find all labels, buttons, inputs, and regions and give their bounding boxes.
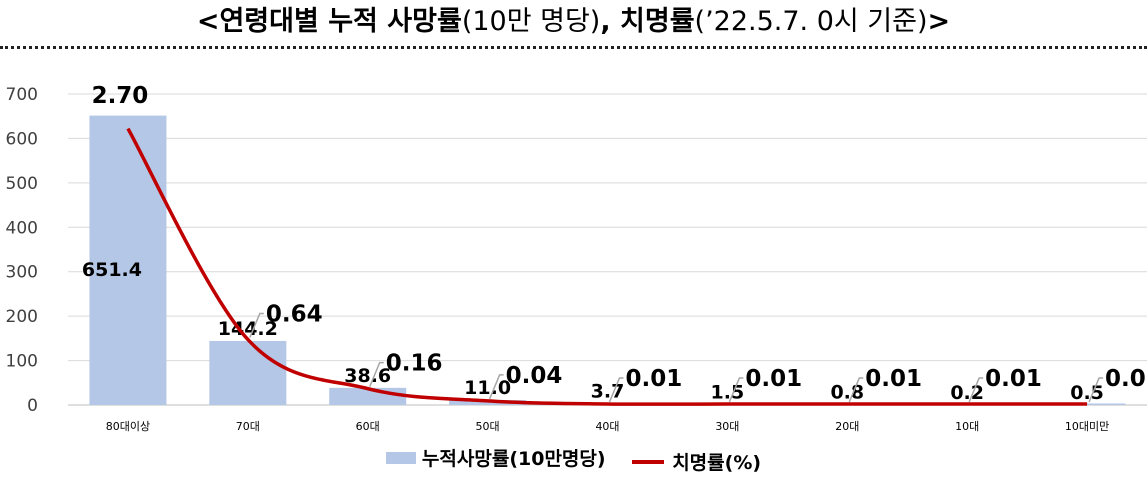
chart-title: <연령대별 누적 사망률(10만 명당), 치명률(’22.5.7. 0시 기준… [0, 0, 1147, 44]
title-mortality-unit: (10만 명당) [461, 6, 601, 37]
bar-80대이상 [89, 115, 167, 405]
title-mortality: 연령대별 누적 사망률 [219, 6, 462, 37]
line-label-leader [968, 377, 984, 403]
x-tick-label: 50대 [476, 420, 500, 433]
line-label-leader [608, 377, 624, 403]
title-open: < [196, 6, 220, 37]
bar-70대 [209, 340, 287, 405]
y-tick-label: 0 [27, 396, 38, 416]
line-data-label: 0.01 [985, 366, 1042, 392]
line-data-label: 0.04 [506, 363, 563, 389]
title-fatality-date: (’22.5.7. 0시 기준) [694, 6, 928, 37]
x-tick-label: 30대 [715, 420, 739, 433]
x-tick-label: 20대 [835, 420, 859, 433]
line-label-leader [369, 361, 384, 387]
x-tick-label: 80대이상 [106, 420, 150, 433]
bar-data-label: 38.6 [344, 365, 391, 387]
x-tick-label: 10대 [955, 420, 979, 433]
x-tick-label: 70대 [236, 420, 260, 433]
bar-data-label: 651.4 [82, 259, 142, 281]
legend-item-fatality: 치명률(%) [632, 448, 761, 475]
line-label-leader [249, 312, 264, 338]
line-data-label: 2.70 [92, 83, 149, 109]
x-tick-label: 10대미만 [1065, 420, 1109, 433]
y-tick-label: 400 [6, 218, 38, 238]
line-data-label: 0.01 [626, 366, 683, 392]
legend-label-fatality: 치명률(%) [672, 452, 762, 474]
y-tick-label: 300 [6, 263, 38, 283]
line-label-leader [1088, 377, 1104, 403]
title-fatality: 치명률 [620, 6, 695, 37]
bar-data-label: 11.0 [464, 377, 511, 399]
y-tick-label: 500 [6, 174, 38, 194]
legend: 누적사망률(10만명당) 치명률(%) [0, 444, 1147, 475]
legend-item-mortality: 누적사망률(10만명당) [385, 444, 606, 471]
title-divider [0, 46, 1147, 49]
line-label-leader [488, 374, 504, 400]
line-data-label: 0.64 [266, 301, 323, 327]
bar-data-label: 0.8 [830, 382, 864, 404]
line-data-label: 0.01 [1105, 366, 1147, 392]
y-tick-label: 600 [6, 129, 38, 149]
x-tick-label: 60대 [356, 420, 380, 433]
line-data-label: 0.16 [386, 351, 443, 377]
legend-label-mortality: 누적사망률(10만명당) [421, 448, 606, 470]
y-tick-label: 200 [6, 307, 38, 327]
bar-data-label: 3.7 [591, 380, 625, 402]
legend-line-swatch [632, 459, 665, 464]
title-separator: , [600, 6, 621, 37]
line-label-leader [728, 377, 744, 403]
bar-data-label: 1.5 [711, 381, 745, 403]
line-data-label: 0.01 [745, 366, 802, 392]
x-tick-label: 40대 [595, 420, 619, 433]
line-data-label: 0.01 [865, 366, 922, 392]
bar-data-label: 0.5 [1070, 382, 1104, 404]
bar-data-label: 0.2 [950, 382, 984, 404]
y-tick-label: 100 [6, 352, 38, 372]
title-close: > [927, 6, 951, 37]
y-tick-label: 700 [6, 85, 38, 105]
fatality-rate-line [126, 127, 1088, 406]
legend-bar-swatch [385, 451, 416, 464]
line-label-leader [848, 377, 864, 403]
